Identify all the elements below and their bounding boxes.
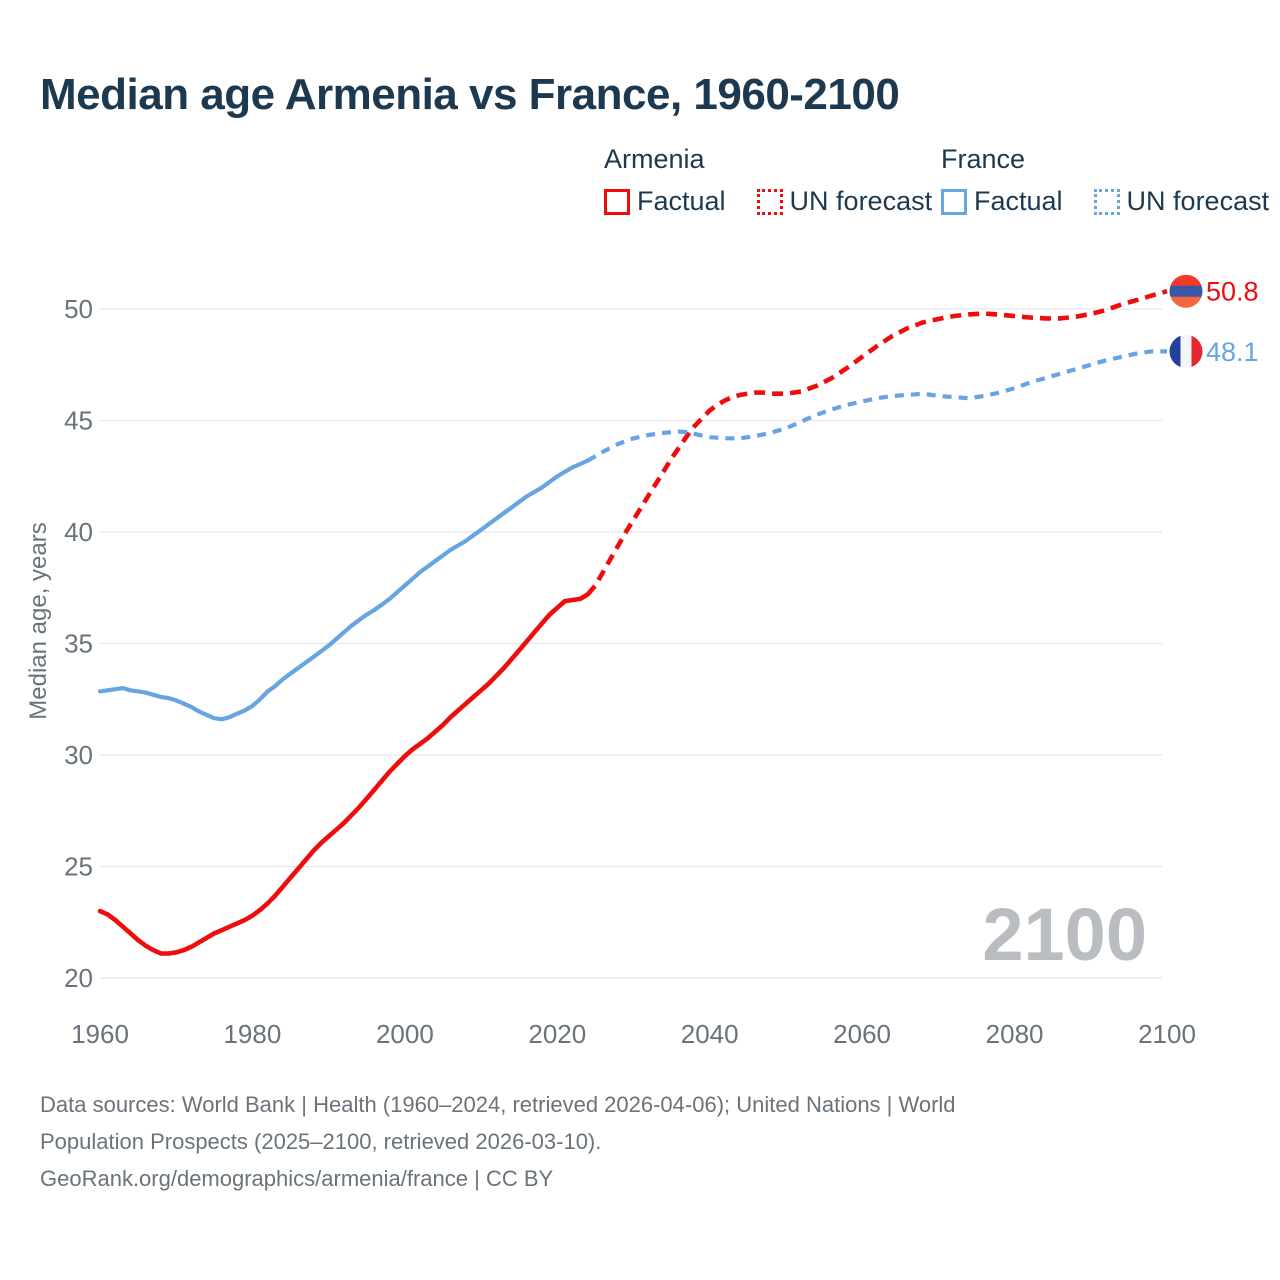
series-france-forecast bbox=[586, 349, 1167, 463]
series-france-factual bbox=[97, 458, 590, 722]
legend-item-armenia-factual[interactable]: Factual bbox=[604, 186, 726, 217]
y-tick-label: 35 bbox=[64, 629, 93, 659]
footer-attribution-line: GeoRank.org/demographics/armenia/france … bbox=[40, 1166, 554, 1191]
y-tick-label: 50 bbox=[64, 294, 93, 324]
x-tick-label: 2040 bbox=[681, 1019, 739, 1049]
x-tick-label: 2100 bbox=[1138, 1019, 1196, 1049]
y-tick-label: 25 bbox=[64, 852, 93, 882]
legend-item-france-forecast[interactable]: UN forecast bbox=[1093, 186, 1270, 217]
y-tick-label: 20 bbox=[64, 963, 93, 993]
france-flag-icon bbox=[1169, 334, 1203, 368]
x-tick-label: 2000 bbox=[376, 1019, 434, 1049]
end-label-armenia: 50.8 bbox=[1206, 277, 1259, 307]
x-tick-label: 1980 bbox=[223, 1019, 281, 1049]
y-tick-label: 30 bbox=[64, 740, 93, 770]
legend-swatch-dotted-icon bbox=[756, 188, 783, 215]
legend-swatch-solid-icon bbox=[604, 188, 630, 215]
y-tick-label: 40 bbox=[64, 517, 93, 547]
legend-item-label: Factual bbox=[974, 186, 1063, 216]
legend-row: Factual UN forecast bbox=[604, 186, 932, 217]
legend-group-title: France bbox=[941, 144, 1026, 174]
chart-plot: 20 25 30 35 40 45 50 1960 1980 2000 2020 2040 2060 20… bbox=[25, 274, 1259, 1049]
footer-data-sources-line: Data sources: World Bank | Health (1960–… bbox=[40, 1092, 956, 1117]
y-tick-label: 45 bbox=[64, 406, 93, 436]
footer: Data sources: World Bank | Health (1960–… bbox=[40, 1086, 1250, 1197]
chart-title: Median age Armenia vs France, 1960-2100 bbox=[40, 70, 900, 119]
legend-group-title: Armenia bbox=[604, 144, 705, 174]
legend-item-label: UN forecast bbox=[789, 186, 933, 216]
x-tick-label: 2080 bbox=[986, 1019, 1044, 1049]
watermark-year: 2100 bbox=[982, 893, 1147, 976]
legend-item-label: UN forecast bbox=[1126, 186, 1270, 216]
x-tick-label: 1960 bbox=[71, 1019, 129, 1049]
legend-swatch-solid-icon bbox=[941, 188, 967, 215]
legend-group-armenia: Armenia Factual UN forecast bbox=[604, 144, 932, 217]
legend-swatch-dotted-icon bbox=[1093, 188, 1120, 215]
legend-item-armenia-forecast[interactable]: UN forecast bbox=[756, 186, 933, 217]
legend-item-france-factual[interactable]: Factual bbox=[941, 186, 1063, 217]
legend-group-france: France Factual UN forecast bbox=[941, 144, 1269, 217]
series-armenia-factual bbox=[97, 592, 591, 956]
y-axis-title: Median age, years bbox=[25, 522, 52, 719]
legend-row: Factual UN forecast bbox=[941, 186, 1269, 217]
footer-data-sources-line: Population Prospects (2025–2100, retriev… bbox=[40, 1129, 602, 1154]
legend-item-label: Factual bbox=[637, 186, 726, 216]
armenia-flag-icon bbox=[1169, 274, 1203, 308]
end-label-france: 48.1 bbox=[1206, 337, 1259, 367]
x-tick-label: 2020 bbox=[528, 1019, 586, 1049]
x-tick-label: 2060 bbox=[833, 1019, 891, 1049]
series-armenia-forecast bbox=[586, 288, 1168, 596]
